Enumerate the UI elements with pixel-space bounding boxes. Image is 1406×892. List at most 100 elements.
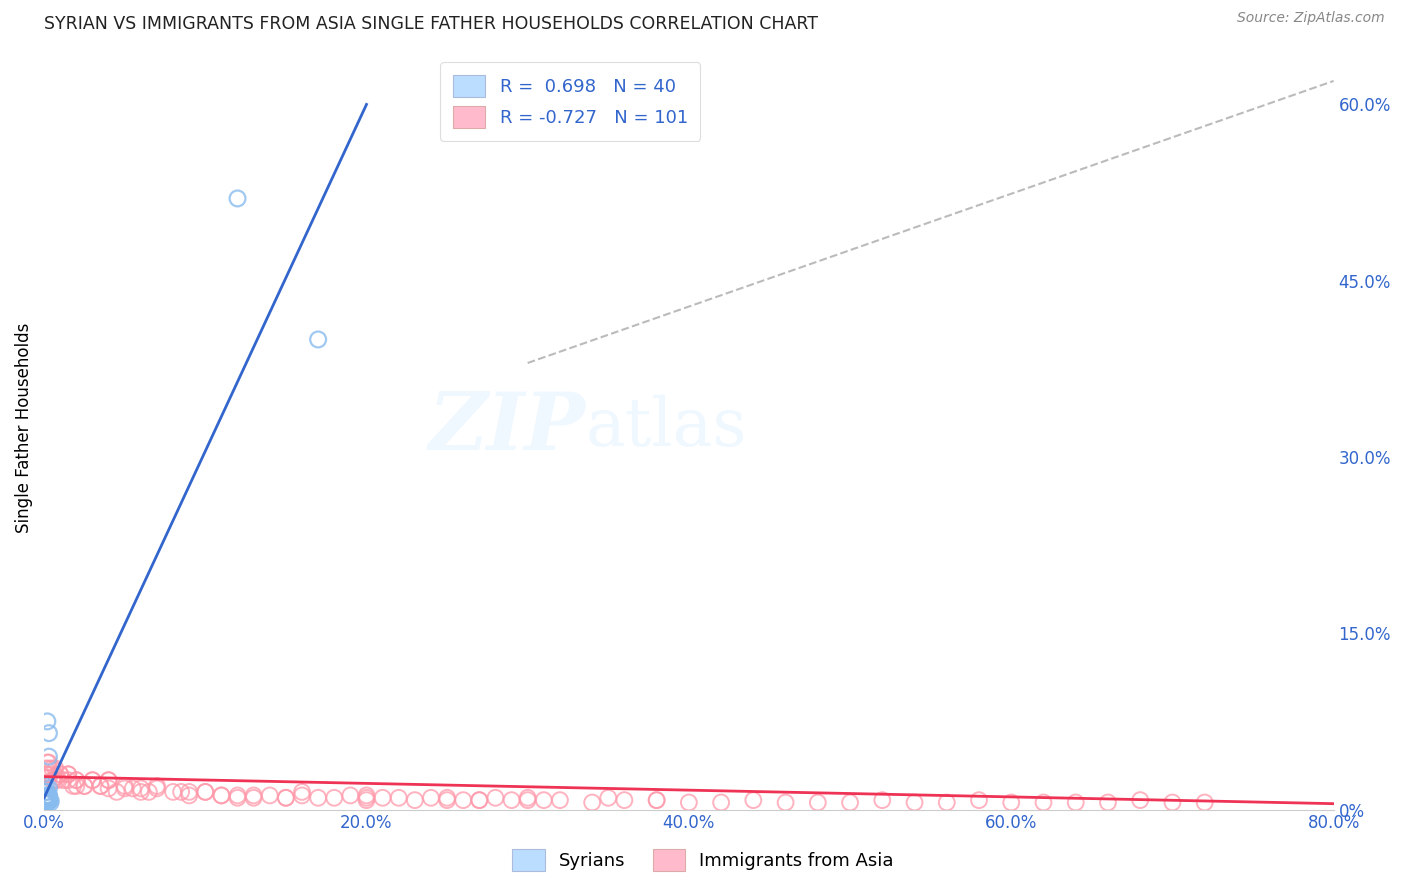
Point [548,793,571,807]
Point [58,767,80,781]
Point [645,793,668,807]
Point [35,790,58,805]
Point [226,790,249,805]
Point [613,793,636,807]
Point [291,789,314,803]
Point [678,796,700,810]
Point [37,790,59,805]
Point [37,796,59,810]
Point [35,779,58,793]
Point [710,796,733,810]
Point [89,779,111,793]
Point [645,793,668,807]
Point [129,781,152,796]
Point [114,781,136,796]
Text: atlas: atlas [586,395,747,460]
Point [38,761,60,775]
Point [1000,796,1022,810]
Point [44,761,66,775]
Point [35,797,58,811]
Point [39,793,62,807]
Point [420,790,443,805]
Point [52,773,75,788]
Point [226,789,249,803]
Text: ZIP: ZIP [429,389,586,467]
Point [37,767,59,781]
Point [468,793,491,807]
Point [35,794,58,808]
Point [209,789,232,803]
Point [388,790,411,805]
Point [371,790,394,805]
Text: SYRIAN VS IMMIGRANTS FROM ASIA SINGLE FATHER HOUSEHOLDS CORRELATION CHART: SYRIAN VS IMMIGRANTS FROM ASIA SINGLE FA… [44,15,818,33]
Point [114,779,136,793]
Point [37,793,59,807]
Point [872,793,894,807]
Point [89,779,111,793]
Point [146,779,169,793]
Point [38,793,60,807]
Point [37,793,59,807]
Point [41,761,63,775]
Point [242,790,264,805]
Point [307,790,329,805]
Point [38,749,60,764]
Point [1097,796,1119,810]
Point [35,796,58,810]
Point [38,781,60,796]
Point [839,796,862,810]
Point [38,726,60,740]
Point [356,793,378,807]
Point [49,767,72,781]
Point [903,796,925,810]
Point [1064,796,1087,810]
Legend: R =  0.698   N = 40, R = -0.727   N = 101: R = 0.698 N = 40, R = -0.727 N = 101 [440,62,700,141]
Point [259,789,281,803]
Point [291,785,314,799]
Point [436,793,458,807]
Point [65,773,87,788]
Point [356,790,378,805]
Point [533,793,555,807]
Point [35,797,58,811]
Point [62,779,84,793]
Point [42,773,65,788]
Point [37,793,59,807]
Point [38,790,60,805]
Point [226,191,249,205]
Point [404,793,426,807]
Point [1194,796,1216,810]
Point [516,793,538,807]
Point [170,785,193,799]
Point [37,794,59,808]
Y-axis label: Single Father Households: Single Father Households [15,322,32,533]
Point [162,785,184,799]
Point [194,785,217,799]
Point [65,773,87,788]
Point [179,789,201,803]
Point [35,761,58,775]
Point [58,773,80,788]
Point [1129,793,1152,807]
Point [35,789,58,803]
Point [38,793,60,807]
Point [39,796,62,810]
Point [82,773,104,788]
Point [501,793,523,807]
Point [138,785,160,799]
Point [35,797,58,811]
Point [37,756,59,770]
Point [38,756,60,770]
Point [516,790,538,805]
Point [97,781,120,796]
Point [97,773,120,788]
Point [37,790,59,805]
Point [38,789,60,803]
Point [35,790,58,805]
Text: Source: ZipAtlas.com: Source: ZipAtlas.com [1237,11,1385,25]
Point [274,790,297,805]
Point [58,767,80,781]
Point [323,790,346,805]
Point [598,790,620,805]
Point [65,779,87,793]
